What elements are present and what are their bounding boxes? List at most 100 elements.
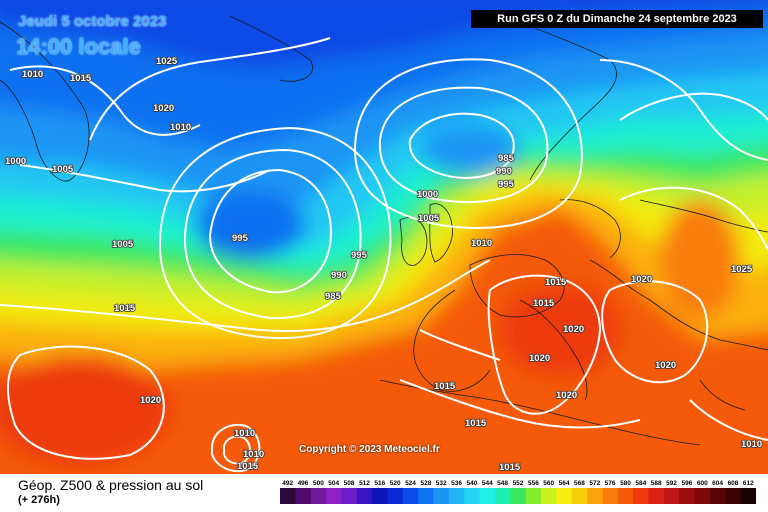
scale-color-swatch: [694, 488, 711, 504]
scale-color-swatch: [587, 488, 603, 504]
scale-tick-label: 568: [574, 480, 585, 487]
scale-color-swatch: [633, 488, 650, 504]
scale-color-swatch: [464, 488, 481, 504]
scale-tick-label: 572: [589, 480, 600, 487]
scale-color-swatch: [326, 488, 342, 504]
isobar-label: 1000: [5, 156, 26, 167]
scale-tick-label: 512: [359, 480, 370, 487]
isobar-label: 1015: [465, 418, 487, 429]
isobar-label: 1015: [114, 303, 136, 314]
scale-tick-label: 492: [282, 480, 293, 487]
scale-color-swatch: [356, 488, 373, 504]
isobar-labels: 1025 1010 1015 1020 1010 1000 1005 995 1…: [4, 55, 763, 474]
scale-tick-label: 564: [559, 480, 570, 487]
scale-color-swatch: [556, 488, 573, 504]
forecast-date: Jeudi 5 octobre 2023: [18, 13, 167, 30]
scale-color-swatch: [617, 488, 634, 504]
isobar-label: 1015: [70, 73, 92, 84]
scale-tick-label: 536: [451, 480, 462, 487]
isobar-label: 1020: [655, 360, 676, 371]
scale-color-swatch: [571, 488, 588, 504]
scale-tick-label: 504: [328, 480, 339, 487]
scale-tick-label: 560: [543, 480, 554, 487]
scale-tick-label: 580: [620, 480, 631, 487]
scale-color-swatch: [310, 488, 327, 504]
scale-color-swatch: [725, 488, 742, 504]
isobar-label: 995: [232, 233, 249, 244]
isobar-label: 1020: [631, 274, 652, 285]
isobar-label: 1020: [529, 353, 550, 364]
scale-color-swatch: [418, 488, 435, 504]
scale-tick-label: 528: [420, 480, 431, 487]
scale-tick-label: 500: [313, 480, 324, 487]
scale-tick-label: 548: [497, 480, 508, 487]
isobar-label: 1015: [237, 461, 259, 472]
isobar-label: 1000: [417, 189, 438, 200]
color-scale: 492 496 500 504 508 512 516 520 524 528 532 536 540 5…: [280, 480, 756, 504]
run-banner: Run GFS 0 Z du Dimanche 24 septembre 202…: [471, 10, 763, 28]
isobar-label: 1005: [418, 213, 440, 224]
scale-color-swatch: [448, 488, 465, 504]
isobar-lines: [0, 37, 768, 473]
isobar-label: 1015: [499, 462, 521, 473]
scale-color-swatch: [372, 488, 388, 504]
scale-tick-label: 600: [697, 480, 708, 487]
scale-tick-label: 524: [405, 480, 416, 487]
legend-title: Géop. Z500 & pression au sol: [18, 477, 204, 493]
scale-color-swatch: [709, 488, 726, 504]
scale-tick-label: 544: [482, 480, 493, 487]
isobar-label: 1010: [243, 449, 264, 460]
scale-tick-label: 540: [466, 480, 477, 487]
scale-tick-label: 556: [528, 480, 539, 487]
scale-color-swatch: [280, 488, 296, 504]
isobar-label: 1015: [545, 277, 567, 288]
scale-tick-label: 608: [728, 480, 739, 487]
forecast-time: 14:00 locale: [16, 34, 141, 59]
scale-tick-label: 612: [743, 480, 754, 487]
scale-tick-label: 496: [298, 480, 309, 487]
isobar-label: 985: [325, 291, 342, 302]
scale-color-swatch: [295, 488, 312, 504]
isobar-label: 1020: [153, 103, 174, 114]
scale-tick-label: 552: [513, 480, 524, 487]
geopotential-map-canvas: 1025 1010 1015 1020 1010 1000 1005 995 1…: [0, 0, 768, 474]
isobar-label: 1010: [471, 238, 492, 249]
isobar-label: 1020: [563, 324, 584, 335]
isobar-label: 995: [498, 179, 515, 190]
scale-color-swatch: [433, 488, 450, 504]
scale-tick-label: 592: [666, 480, 677, 487]
isobar-label: 1015: [434, 381, 456, 392]
scale-color-swatch: [402, 488, 419, 504]
scale-color-swatch: [525, 488, 542, 504]
isobar-label: 1020: [556, 390, 577, 401]
isobar-label: 1005: [52, 164, 74, 175]
legend-subtitle: (+ 276h): [18, 494, 60, 506]
scale-tick-label: 584: [635, 480, 646, 487]
scale-color-swatch: [495, 488, 511, 504]
isobar-label: 1010: [741, 439, 762, 450]
scale-tick-label: 532: [436, 480, 447, 487]
isobar-label: 1025: [731, 264, 753, 275]
scale-color-swatch: [679, 488, 696, 504]
isobar-label: 1015: [533, 298, 555, 309]
isobar-label: 1010: [22, 69, 43, 80]
scale-tick-label: 508: [344, 480, 355, 487]
scale-color-swatch: [479, 488, 496, 504]
isobar-label: 985: [498, 153, 515, 164]
scale-tick-label: 604: [712, 480, 723, 487]
scale-tick-label: 596: [681, 480, 692, 487]
scale-tick-label: 588: [651, 480, 662, 487]
scale-color-swatch: [510, 488, 527, 504]
scale-color-swatch: [387, 488, 404, 504]
scale-color-swatch: [602, 488, 619, 504]
isobar-label: 1020: [140, 395, 161, 406]
weather-map: 1025 1010 1015 1020 1010 1000 1005 995 1…: [0, 0, 768, 474]
scale-color-swatch: [341, 488, 358, 504]
scale-color-swatch: [648, 488, 665, 504]
isobar-label: 995: [351, 250, 368, 261]
scale-color-swatch: [740, 488, 756, 504]
isobar-label: 1010: [170, 122, 191, 133]
copyright-text: Copyright © 2023 Meteociel.fr: [299, 444, 440, 455]
isobar-label: 1025: [156, 56, 178, 67]
scale-color-swatch: [663, 488, 680, 504]
